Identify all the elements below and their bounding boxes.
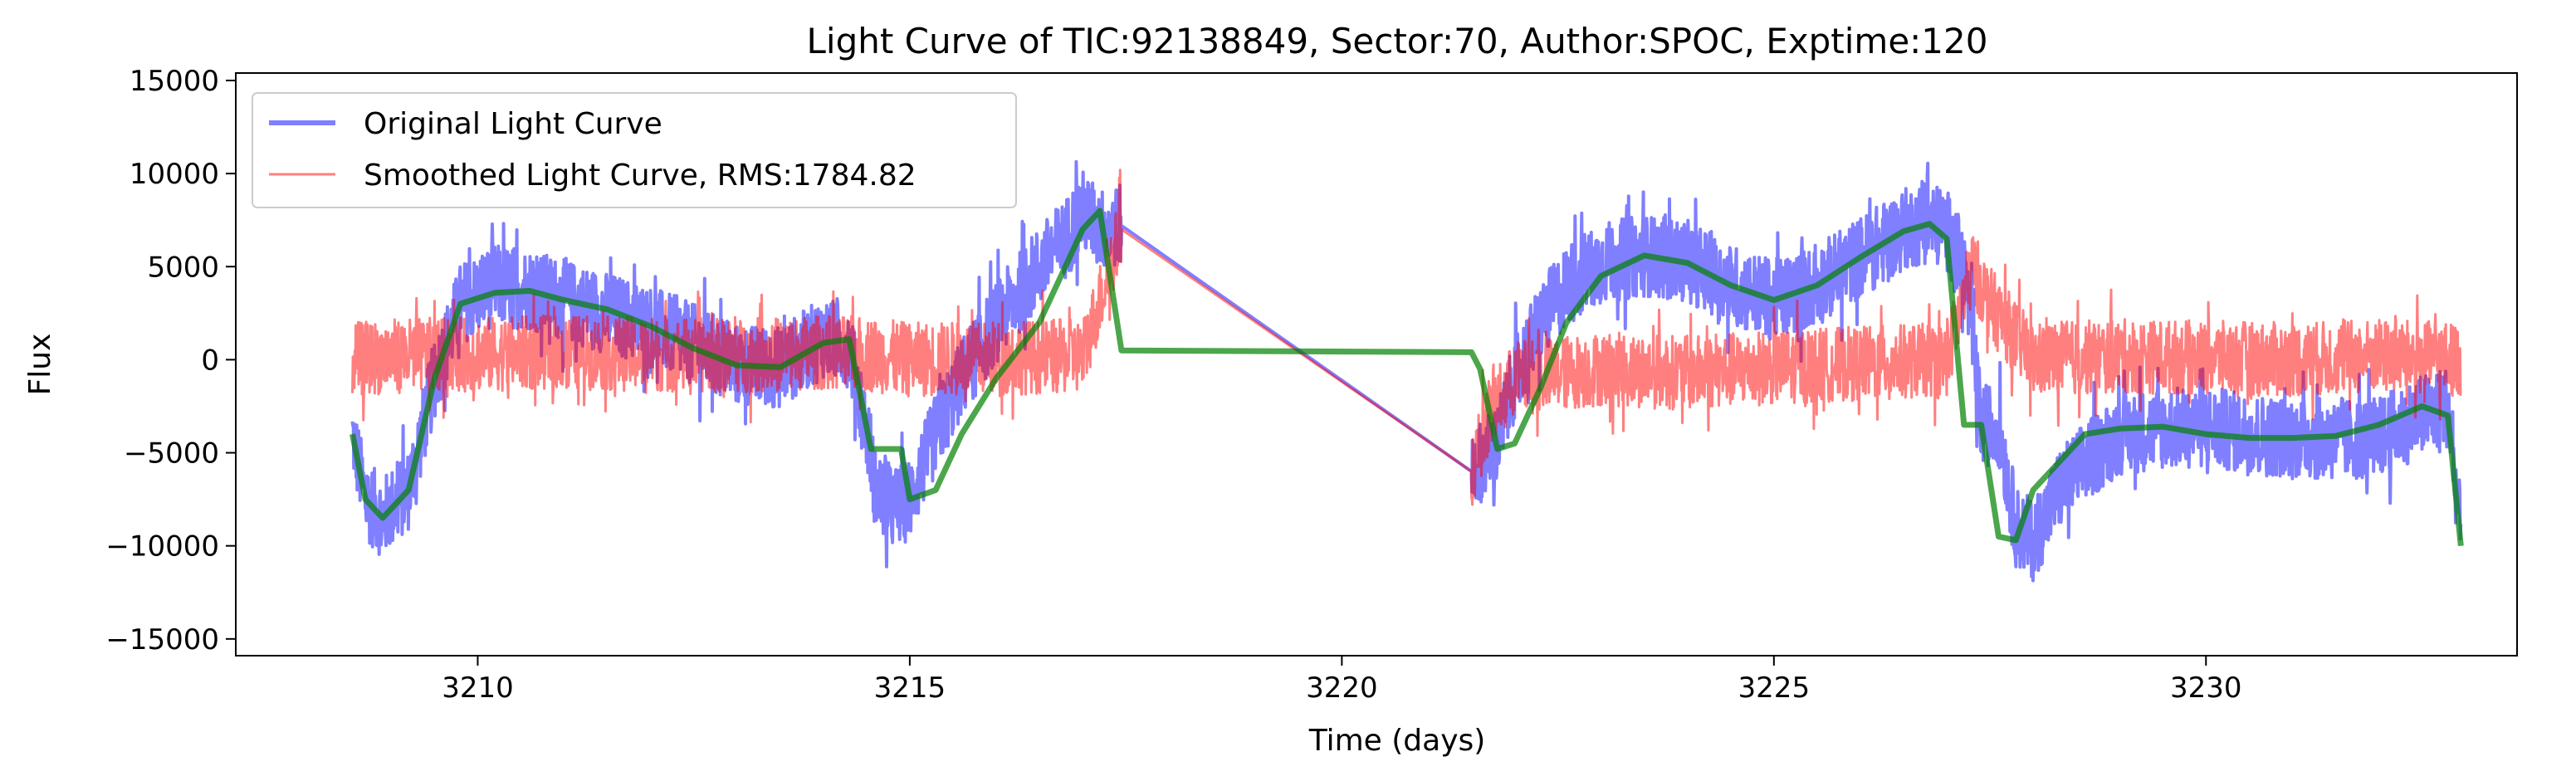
y-axis-label: Flux xyxy=(23,334,57,396)
legend-label-original: Original Light Curve xyxy=(364,107,662,141)
series-smoothed-line xyxy=(351,168,2462,506)
y-tick-label: −10000 xyxy=(105,530,219,564)
series-trend-line xyxy=(349,207,2464,547)
x-tick-label: 3230 xyxy=(2170,671,2242,705)
legend-label-smoothed: Smoothed Light Curve, RMS:1784.82 xyxy=(364,159,917,193)
chart-title: Light Curve of TIC:92138849, Sector:70, … xyxy=(807,21,1988,61)
x-tick-label: 3225 xyxy=(1738,671,1811,705)
x-tick-label: 3220 xyxy=(1306,671,1378,705)
x-tick-label: 3215 xyxy=(874,671,946,705)
legend: Original Light Curve Smoothed Light Curv… xyxy=(252,92,1017,208)
y-tick-label: −15000 xyxy=(105,623,219,657)
y-tick-label: −5000 xyxy=(124,437,219,471)
series-layer xyxy=(349,159,2464,583)
x-axis-label: Time (days) xyxy=(1308,724,1486,758)
y-tick-label: 5000 xyxy=(147,251,219,284)
y-tick-label: 0 xyxy=(201,344,219,377)
y-axis: −15000 −10000 −5000 0 5000 10000 15000 xyxy=(105,65,236,657)
legend-box xyxy=(252,92,1017,208)
plot-frame xyxy=(235,72,2518,657)
x-axis: 3210 3215 3220 3225 3230 xyxy=(442,656,2242,705)
y-tick-label: 10000 xyxy=(130,158,219,191)
y-tick-label: 15000 xyxy=(130,65,219,98)
x-tick-label: 3210 xyxy=(442,671,514,705)
